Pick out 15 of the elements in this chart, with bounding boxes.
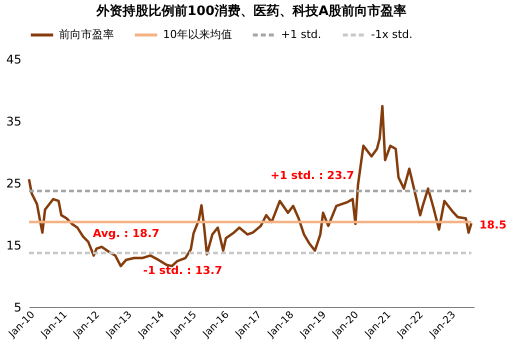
chart-title: 外资持股比例前100消费、医药、科技A股前向市盈率	[95, 3, 407, 19]
legend-label: -1x std.	[371, 28, 412, 41]
legend-label: +1 std.	[281, 28, 322, 41]
y-tick-label: 15	[6, 238, 22, 252]
annotation: Avg. : 18.7	[92, 227, 160, 240]
legend-label: 10年以来均值	[163, 28, 232, 41]
y-tick-label: 45	[6, 52, 22, 66]
y-tick-label: 5	[14, 300, 22, 314]
annotation: 18.5	[479, 218, 506, 232]
annotation: -1 std. : 13.7	[143, 264, 222, 278]
y-tick-label: 25	[6, 176, 22, 190]
y-tick-label: 35	[6, 114, 22, 128]
legend-label: 前向市盈率	[59, 28, 114, 41]
annotation: +1 std. : 23.7	[270, 169, 354, 182]
line-series	[28, 104, 473, 268]
